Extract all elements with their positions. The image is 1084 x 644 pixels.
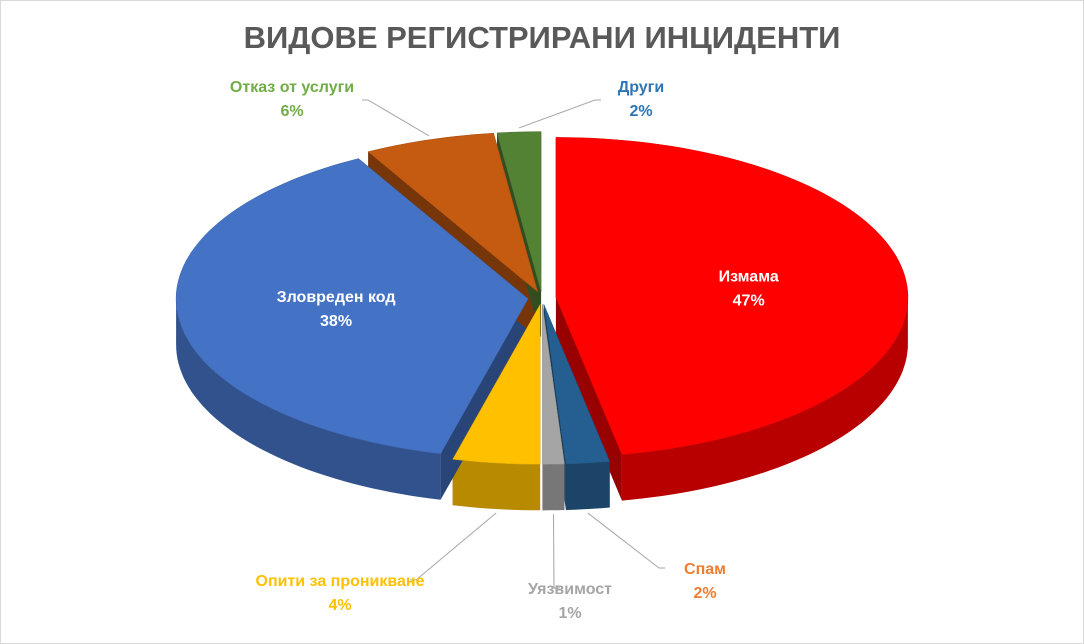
data-label-value: 2% xyxy=(629,103,652,120)
slice xyxy=(555,137,909,455)
chart-title: ВИДОВЕ РЕГИСТРИРАНИ ИНЦИДЕНТИ xyxy=(244,20,841,55)
slice xyxy=(496,131,542,292)
slice xyxy=(543,304,611,465)
leader-line xyxy=(552,514,560,589)
data-label-value: 1% xyxy=(558,605,581,622)
slice-wall xyxy=(176,298,441,500)
data-label-value: 47% xyxy=(733,292,765,309)
data-label-name: Опити за проникване xyxy=(256,573,425,590)
data-label-name: Уязвимост xyxy=(528,581,612,598)
slice xyxy=(452,303,541,465)
leader-line xyxy=(362,99,430,137)
data-label-value: 4% xyxy=(328,597,351,614)
data-label-name: Зловреден код xyxy=(277,289,396,306)
slice-wall xyxy=(542,464,565,511)
data-label-name: Спам xyxy=(684,561,726,578)
slice-wall xyxy=(565,461,610,510)
slice-side xyxy=(555,297,622,501)
slice xyxy=(367,132,539,293)
leader-line xyxy=(518,99,601,129)
slice-wall xyxy=(452,459,541,511)
slice-wall xyxy=(621,297,908,501)
data-label-name: Други xyxy=(618,79,664,96)
data-label-name: Отказ от услуги xyxy=(230,79,354,96)
leader-line xyxy=(587,512,665,569)
slice xyxy=(542,304,565,465)
data-label-name: Измама xyxy=(719,268,779,285)
data-label-value: 38% xyxy=(320,313,352,330)
slice-tops xyxy=(175,131,909,465)
data-label-value: 2% xyxy=(693,585,716,602)
data-label-value: 6% xyxy=(280,103,303,120)
slice xyxy=(175,158,529,455)
leader-line xyxy=(410,512,497,581)
